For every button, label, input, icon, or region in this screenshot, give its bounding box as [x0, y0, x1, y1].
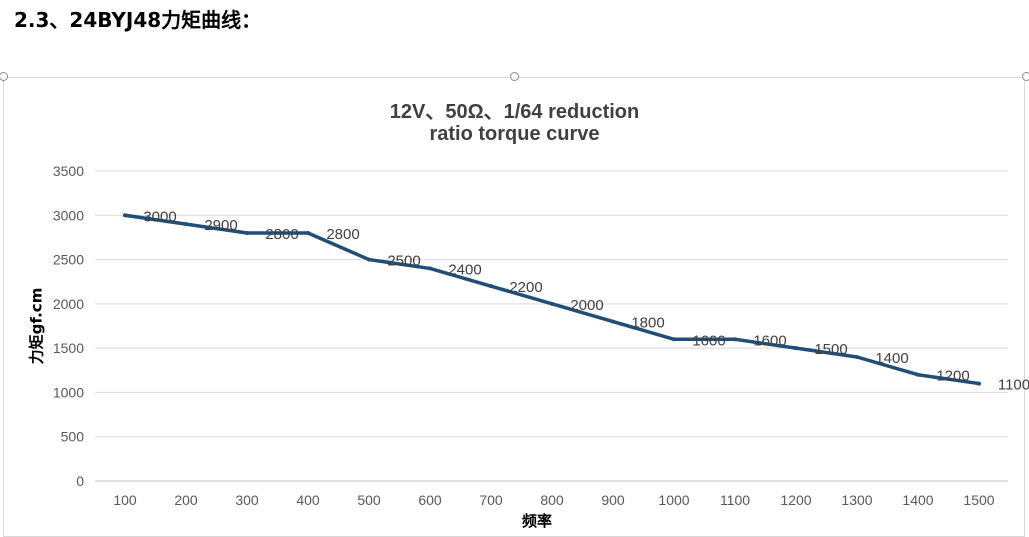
data-point[interactable]	[428, 266, 432, 271]
x-tick-label: 1000	[658, 492, 689, 508]
data-label: 1800	[631, 315, 664, 332]
x-tick-label: 500	[357, 492, 381, 508]
x-tick-label: 300	[235, 492, 259, 508]
data-label: 2400	[448, 261, 481, 278]
y-tick-label: 1500	[53, 340, 84, 356]
y-tick-label: 2500	[53, 252, 84, 268]
data-point[interactable]	[855, 355, 859, 359]
x-tick-label: 400	[296, 492, 320, 508]
chart-title-line-1: 12V、50Ω、1/64 reduction	[389, 101, 640, 123]
y-tick-label: 500	[61, 429, 85, 445]
resize-handle-left[interactable]	[0, 72, 8, 81]
x-tick-label: 200	[174, 492, 198, 508]
data-label: 1200	[936, 368, 969, 385]
data-point[interactable]	[184, 222, 188, 227]
x-tick-label: 100	[113, 492, 137, 508]
x-tick-label: 1400	[902, 492, 933, 508]
y-axis-label: 力矩gf.cm	[27, 287, 46, 365]
data-point[interactable]	[916, 372, 920, 377]
y-tick-label: 3500	[53, 163, 84, 179]
series-torque	[123, 213, 981, 386]
resize-handle-top[interactable]	[510, 72, 519, 81]
data-label: 1500	[814, 341, 847, 358]
chart-title-line-2: ratio torque curve	[429, 123, 600, 145]
data-point[interactable]	[794, 346, 798, 351]
data-label: 1400	[875, 350, 908, 367]
torque-line[interactable]	[123, 213, 981, 386]
torque-chart: 0 500 1000 1500 2000 2500 3000 3500 100 200 300 40…	[53, 163, 1029, 508]
y-tick-label: 2000	[53, 296, 84, 312]
chart-area[interactable]	[3, 77, 1025, 537]
x-tick-label: 700	[479, 492, 503, 508]
data-point[interactable]	[123, 213, 127, 218]
data-label: 2200	[509, 279, 542, 296]
data-label: 2900	[204, 217, 237, 234]
data-point[interactable]	[672, 337, 676, 342]
data-label: 3000	[143, 208, 176, 225]
data-labels: 3000 2900 2800 2800 2500 2400 2200 2000 1800 1600…	[143, 208, 1029, 393]
y-tick-label: 3000	[53, 207, 84, 223]
data-label: 2800	[265, 226, 298, 243]
data-point[interactable]	[733, 337, 737, 342]
data-point[interactable]	[367, 257, 371, 262]
y-axis-ticks: 0 500 1000 1500 2000 2500 3000 3500	[53, 163, 84, 489]
data-label: 1600	[692, 332, 725, 349]
data-point[interactable]	[550, 301, 554, 306]
data-point[interactable]	[977, 381, 981, 386]
x-tick-label: 1100	[720, 492, 750, 508]
section-heading: 2.3、24BYJ48力矩曲线：	[14, 8, 262, 32]
x-tick-label: 1500	[963, 492, 994, 508]
y-tick-label: 0	[76, 473, 84, 489]
data-label: 2500	[387, 253, 420, 270]
x-axis-label: 频率	[521, 512, 553, 530]
data-point[interactable]	[245, 231, 249, 235]
data-label: 2000	[570, 297, 603, 314]
gridlines	[95, 170, 1008, 482]
data-point[interactable]	[489, 284, 493, 289]
data-label: 1100	[998, 377, 1029, 394]
data-point[interactable]	[306, 231, 310, 235]
y-tick-label: 1000	[53, 384, 84, 400]
x-tick-label: 1300	[841, 492, 872, 508]
x-tick-label: 800	[540, 492, 564, 508]
x-tick-label: 1200	[780, 492, 811, 508]
x-tick-label: 600	[418, 492, 442, 508]
resize-handle-right[interactable]	[1022, 72, 1029, 81]
data-point[interactable]	[611, 319, 615, 324]
data-label: 1600	[753, 332, 786, 349]
x-axis-ticks: 100 200 300 400 500 600 700 800 900 1000 1100 1200 1…	[113, 492, 994, 508]
x-tick-label: 900	[601, 492, 625, 508]
data-label: 2800	[326, 226, 359, 243]
